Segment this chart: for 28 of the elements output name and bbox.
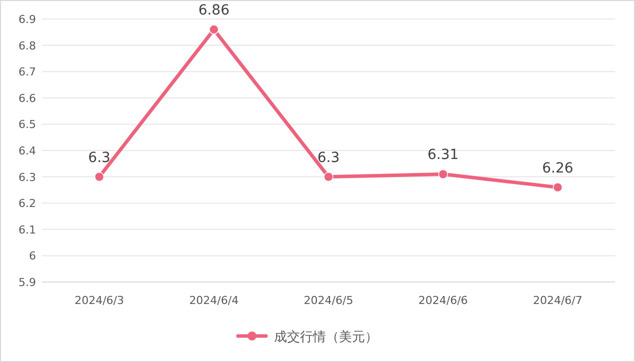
y-tick-label: 6.6 — [18, 92, 36, 105]
data-label: 6.31 — [428, 147, 459, 164]
x-tick-label: 2024/6/7 — [532, 294, 582, 307]
point — [209, 24, 219, 34]
point — [94, 172, 104, 182]
x-tick-label: 2024/6/6 — [418, 294, 468, 307]
y-tick-label: 6.8 — [18, 39, 36, 52]
y-tick-label: 6.5 — [18, 118, 36, 132]
y-tick-label: 6.3 — [18, 170, 36, 184]
data-label: 6.3 — [88, 150, 110, 166]
point — [438, 169, 448, 180]
x-tick-label: 2024/6/3 — [74, 294, 124, 307]
x-tick-label: 2024/6/5 — [304, 294, 354, 307]
y-tick-label: 6.9 — [18, 13, 36, 26]
y-tick-label: 6.4 — [18, 144, 36, 158]
y-tick-label: 6.2 — [18, 197, 36, 210]
y-tick-label: 6.7 — [18, 66, 36, 79]
point — [324, 172, 334, 182]
data-label: 6.3 — [317, 150, 340, 166]
y-tick-label: 6 — [29, 250, 36, 263]
point — [552, 182, 563, 192]
legend: 成交行情（美元） — [236, 330, 378, 345]
data-label: 6.86 — [198, 2, 230, 19]
legend-label: 成交行情（美元） — [274, 329, 378, 345]
y-tick-label: 6.1 — [18, 223, 36, 236]
x-tick-label: 2024/6/4 — [189, 294, 239, 307]
data-label: 6.26 — [542, 160, 574, 176]
y-tick-label: 5.9 — [18, 276, 36, 289]
